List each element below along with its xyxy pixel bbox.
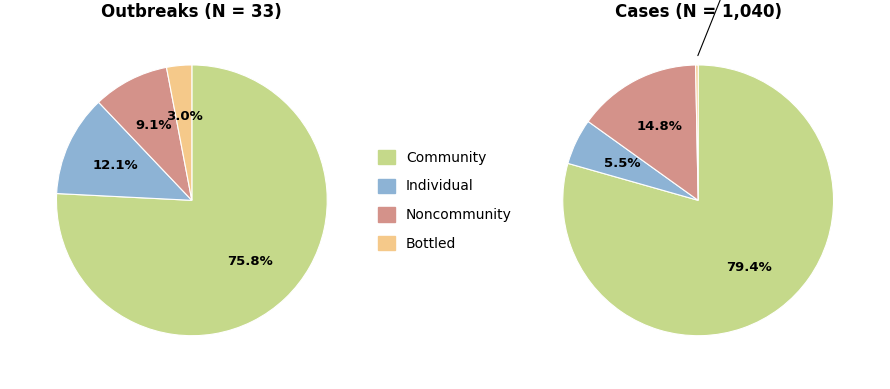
Text: 5.5%: 5.5%: [604, 158, 641, 170]
Wedge shape: [696, 65, 698, 200]
Legend: Community, Individual, Noncommunity, Bottled: Community, Individual, Noncommunity, Bot…: [378, 150, 512, 251]
Text: 75.8%: 75.8%: [227, 255, 272, 268]
Wedge shape: [57, 102, 192, 200]
Wedge shape: [99, 67, 192, 200]
Text: 12.1%: 12.1%: [93, 159, 138, 172]
Title: Outbreaks (N = 33): Outbreaks (N = 33): [101, 3, 282, 21]
Text: 14.8%: 14.8%: [636, 119, 682, 133]
Wedge shape: [562, 65, 834, 336]
Title: Cases (N = 1,040): Cases (N = 1,040): [615, 3, 781, 21]
Text: 9.1%: 9.1%: [135, 119, 172, 132]
Wedge shape: [56, 65, 328, 336]
Text: 3.0%: 3.0%: [166, 110, 202, 123]
Text: 79.4%: 79.4%: [726, 261, 772, 274]
Wedge shape: [166, 65, 192, 200]
Text: 0.3%: 0.3%: [698, 0, 744, 56]
Wedge shape: [588, 65, 698, 200]
Wedge shape: [568, 121, 698, 200]
